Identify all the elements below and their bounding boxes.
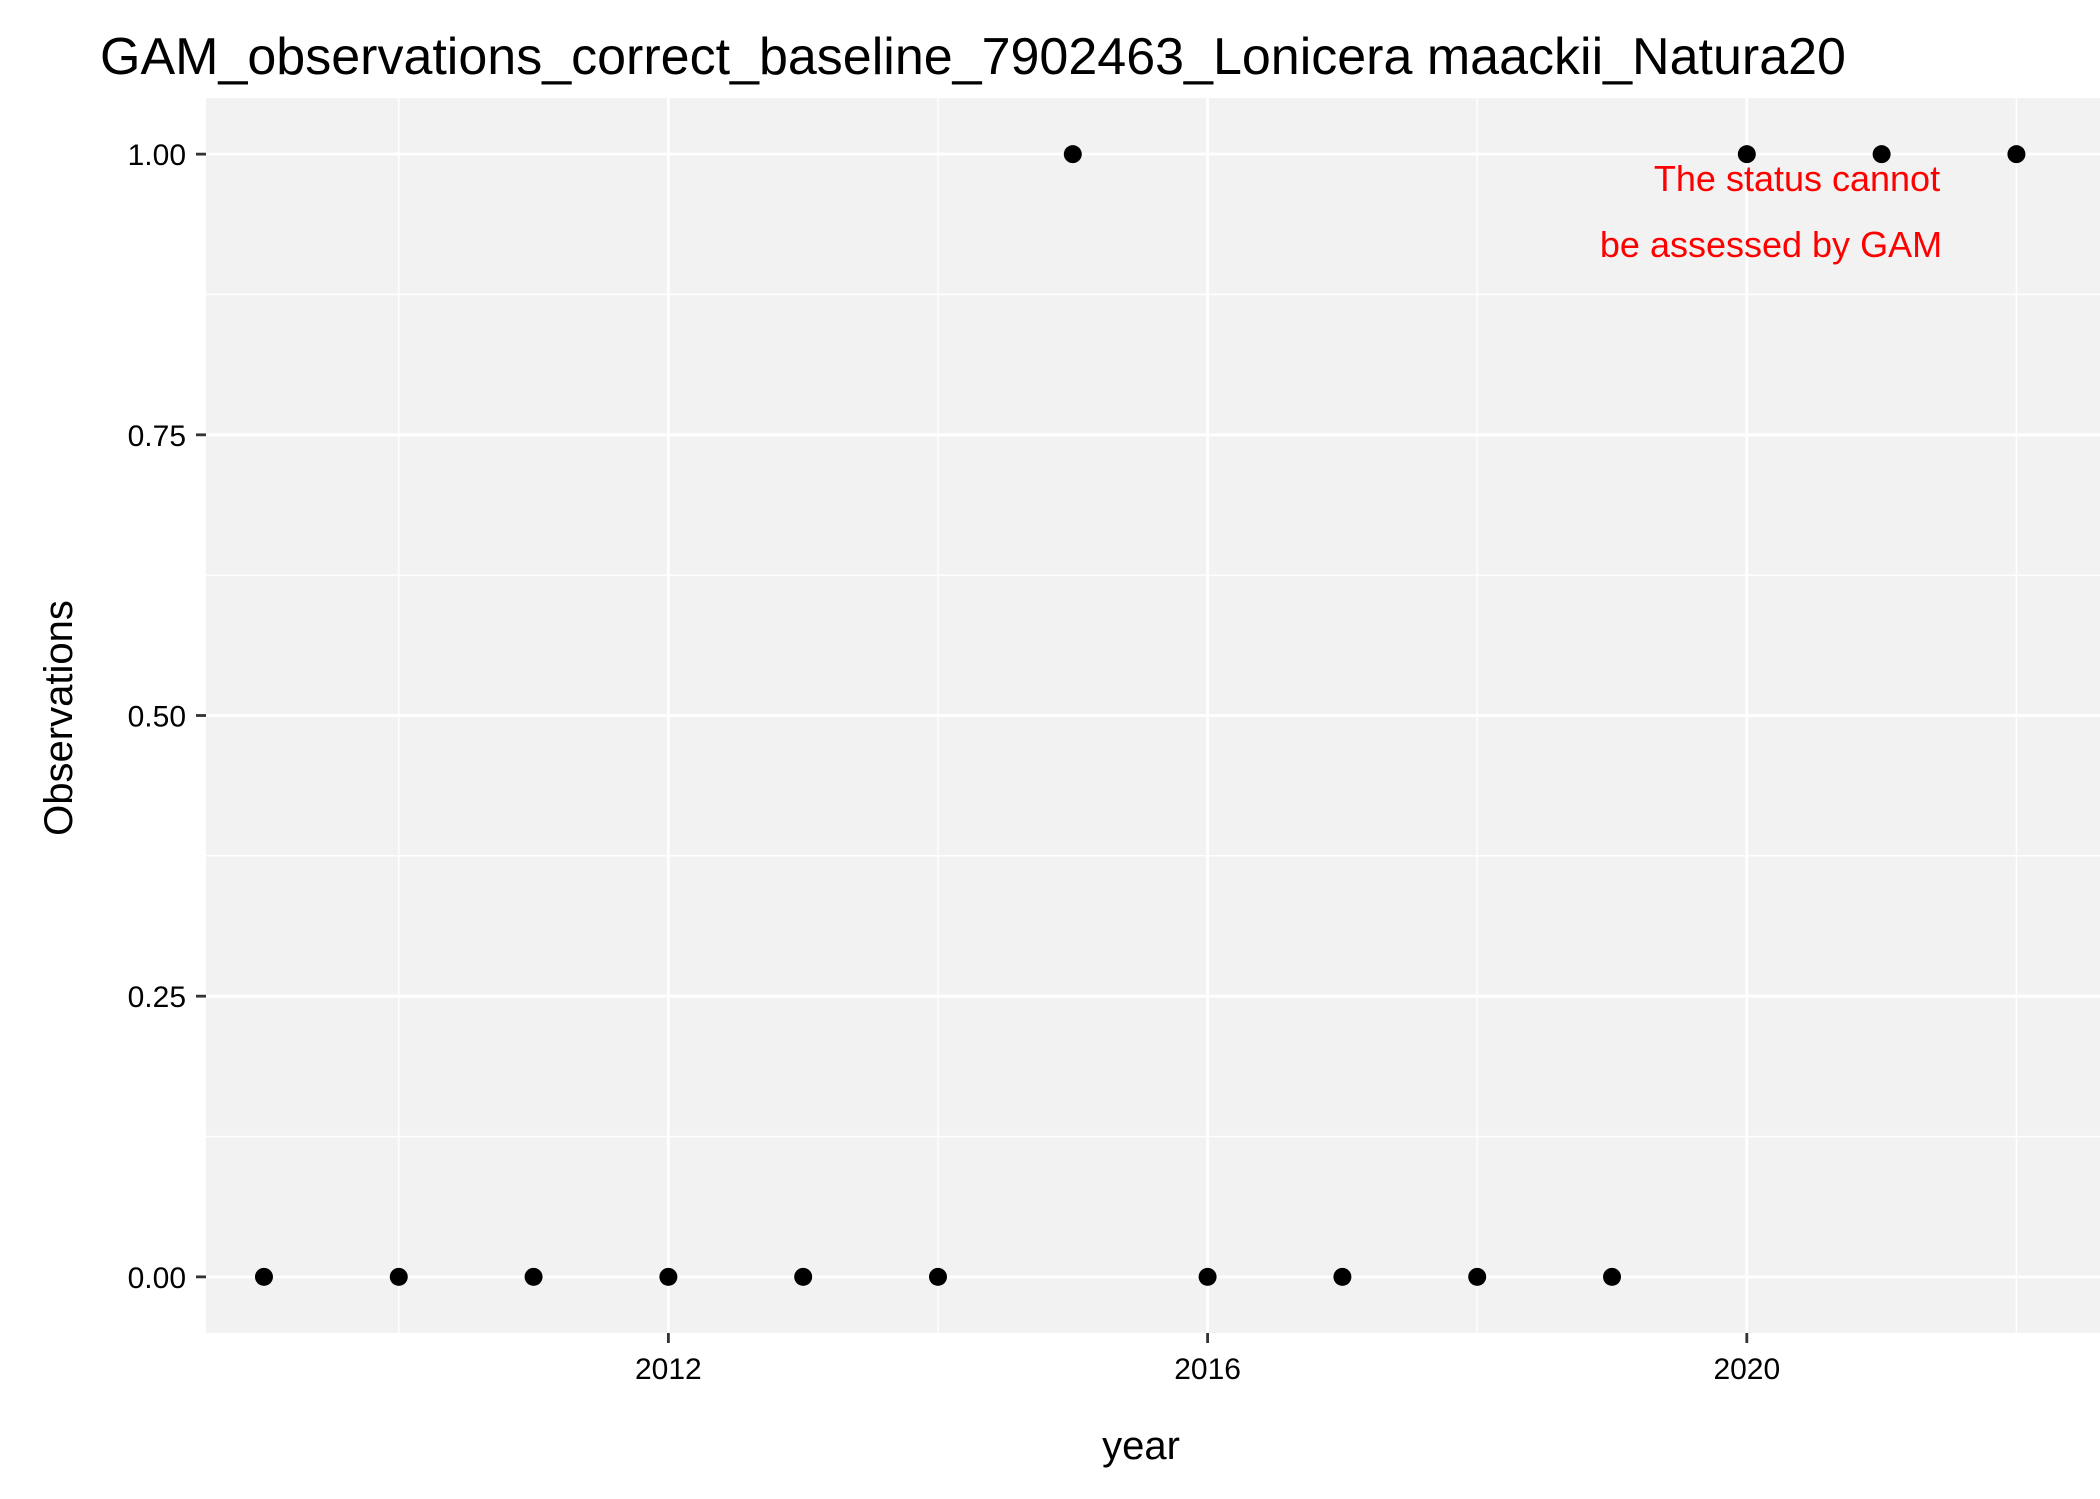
data-point <box>1468 1267 1487 1286</box>
y-axis-tick-labels: 0.00 0.25 0.50 0.75 1.00 <box>128 139 186 1295</box>
x-axis-tick-labels: 2012 2016 2020 <box>635 1353 1780 1386</box>
data-point <box>1198 1267 1217 1286</box>
axis-ticks <box>196 152 1749 1343</box>
data-point <box>1603 1267 1622 1286</box>
y-tick-label: 0.75 <box>128 420 186 453</box>
annotation-line-2: be assessed by GAM <box>1600 224 1942 265</box>
x-tick-label: 2020 <box>1713 1353 1780 1386</box>
data-point <box>1063 145 1082 164</box>
data-point <box>928 1267 947 1286</box>
data-points <box>254 145 2026 1286</box>
data-point <box>659 1267 678 1286</box>
data-point <box>254 1267 273 1286</box>
data-point <box>1737 145 1756 164</box>
y-tick-label: 1.00 <box>128 139 186 172</box>
x-tick-label: 2012 <box>635 1353 702 1386</box>
x-axis-title: year <box>1102 1424 1180 1468</box>
data-point <box>524 1267 543 1286</box>
data-point <box>1872 145 1891 164</box>
y-tick-label: 0.25 <box>128 981 186 1014</box>
y-tick-label: 0.50 <box>128 701 186 734</box>
data-point <box>2007 145 2026 164</box>
chart-title: GAM_observations_correct_baseline_790246… <box>100 28 1846 86</box>
major-gridlines <box>206 98 2100 1333</box>
y-tick-label: 0.00 <box>128 1262 186 1295</box>
data-point <box>1333 1267 1352 1286</box>
x-tick-label: 2016 <box>1174 1353 1241 1386</box>
y-axis-title: Observations <box>37 600 81 836</box>
data-point <box>389 1267 408 1286</box>
data-point <box>794 1267 813 1286</box>
annotation-line-1: The status cannot <box>1654 158 1940 199</box>
